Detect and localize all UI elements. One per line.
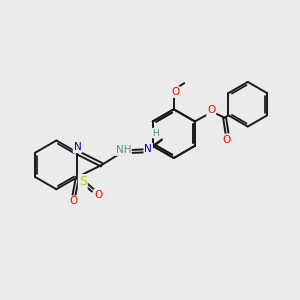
Text: O: O [207,106,215,116]
Text: NH: NH [116,145,131,155]
Text: O: O [171,87,179,97]
Text: O: O [223,135,231,145]
Text: S: S [79,175,87,188]
Text: O: O [70,196,78,206]
Text: O: O [94,190,102,200]
Text: N: N [74,142,81,152]
Text: H: H [152,129,159,138]
Text: N: N [144,143,152,154]
